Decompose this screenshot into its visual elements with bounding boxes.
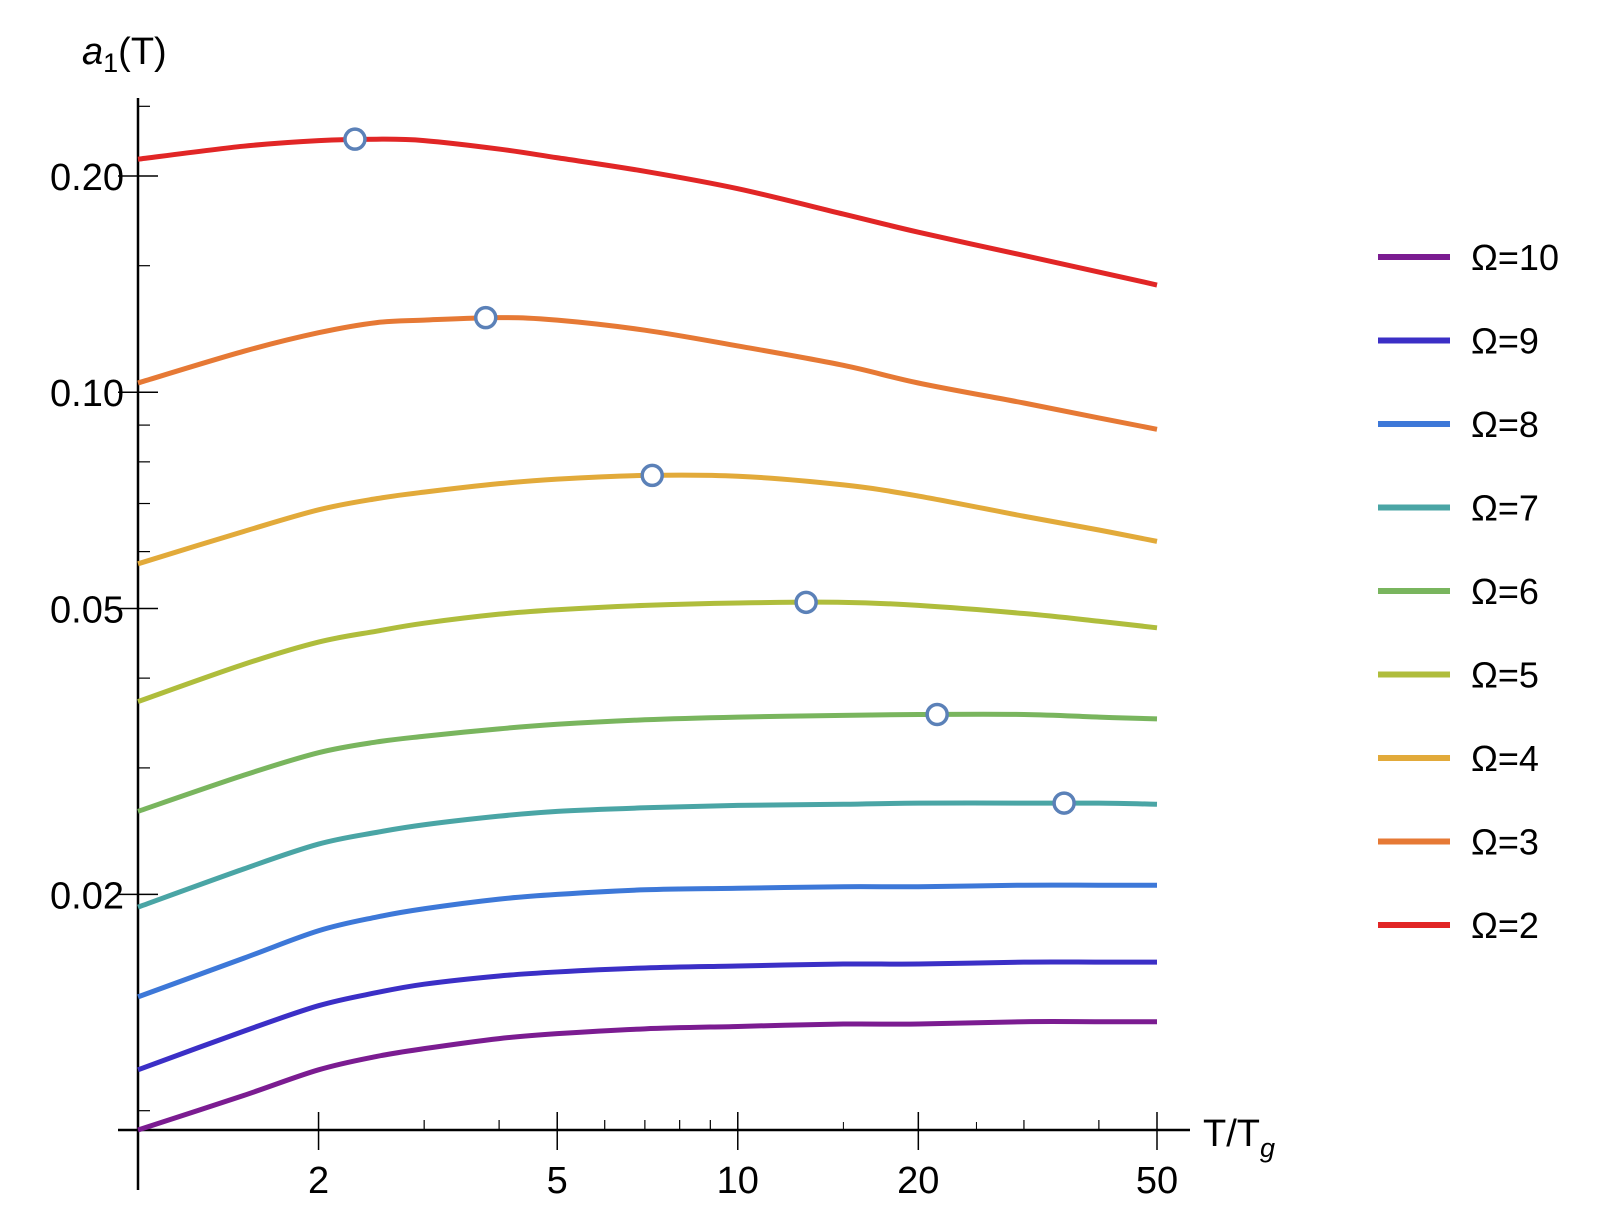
legend-item: Ω=8 xyxy=(1378,404,1539,445)
legend-item: Ω=5 xyxy=(1378,655,1539,696)
legend-item: Ω=10 xyxy=(1378,237,1559,278)
peak-marker xyxy=(473,305,498,330)
series-line xyxy=(137,800,1158,910)
legend-label: Ω=6 xyxy=(1471,571,1539,612)
peak-marker xyxy=(640,463,664,488)
y-tick-label: 0.10 xyxy=(50,373,124,415)
legend-item: Ω=2 xyxy=(1378,905,1539,946)
y-tick-label: 0.20 xyxy=(50,157,124,199)
series-line xyxy=(137,136,1158,288)
x-axis-title: T/Tg xyxy=(1203,1113,1275,1163)
x-tick-label: 10 xyxy=(717,1160,759,1202)
peak-marker xyxy=(343,127,367,151)
legend-label: Ω=2 xyxy=(1471,905,1539,946)
legend-item: Ω=4 xyxy=(1378,738,1539,779)
y-axis-title-main: a xyxy=(82,31,103,73)
x-tick-label: 2 xyxy=(308,1160,329,1202)
y-axis-title-rest: (T) xyxy=(118,31,167,73)
legend-label: Ω=8 xyxy=(1471,404,1539,445)
peak-marker xyxy=(925,702,949,727)
series-line xyxy=(137,711,1158,814)
x-tick-label: 50 xyxy=(1136,1160,1178,1202)
legend-item: Ω=9 xyxy=(1378,321,1539,362)
series-group xyxy=(137,136,1158,1133)
axes xyxy=(118,98,1190,1190)
legend-label: Ω=9 xyxy=(1471,321,1539,362)
y-axis-title: a1(T) xyxy=(82,31,167,78)
legend-label: Ω=3 xyxy=(1471,822,1539,863)
legend-item: Ω=6 xyxy=(1378,571,1539,612)
legend-label: Ω=5 xyxy=(1471,655,1539,696)
y-tick-label: 0.05 xyxy=(50,590,124,632)
legend-item: Ω=3 xyxy=(1378,822,1539,863)
legend-label: Ω=4 xyxy=(1471,738,1539,779)
peak-markers xyxy=(343,127,1076,815)
legend-item: Ω=7 xyxy=(1378,488,1539,529)
x-axis-title-main: T/T xyxy=(1203,1113,1260,1155)
y-tick-label: 0.02 xyxy=(50,875,124,917)
legend: Ω=10 Ω=9 Ω=8 Ω=7 Ω=6 Ω=5 Ω=4 Ω=3 Ω=2 xyxy=(1378,237,1559,946)
x-tick-label: 20 xyxy=(897,1160,939,1202)
x-tick-label: 5 xyxy=(547,1160,568,1202)
x-axis-title-sub: g xyxy=(1260,1133,1275,1163)
series-line xyxy=(137,1019,1157,1133)
legend-label: Ω=7 xyxy=(1471,488,1539,529)
peak-marker xyxy=(794,590,818,615)
series-line xyxy=(137,959,1157,1073)
series-line xyxy=(137,599,1158,704)
peak-marker xyxy=(1052,791,1076,815)
ticks: 2 5 10 20 50 0.02 0.05 0.10 0.20 xyxy=(50,105,1178,1202)
y-axis-title-sub: 1 xyxy=(103,48,118,78)
series-line xyxy=(137,882,1158,1000)
series-line xyxy=(137,315,1158,432)
legend-label: Ω=10 xyxy=(1471,237,1559,278)
series-line xyxy=(137,472,1158,567)
